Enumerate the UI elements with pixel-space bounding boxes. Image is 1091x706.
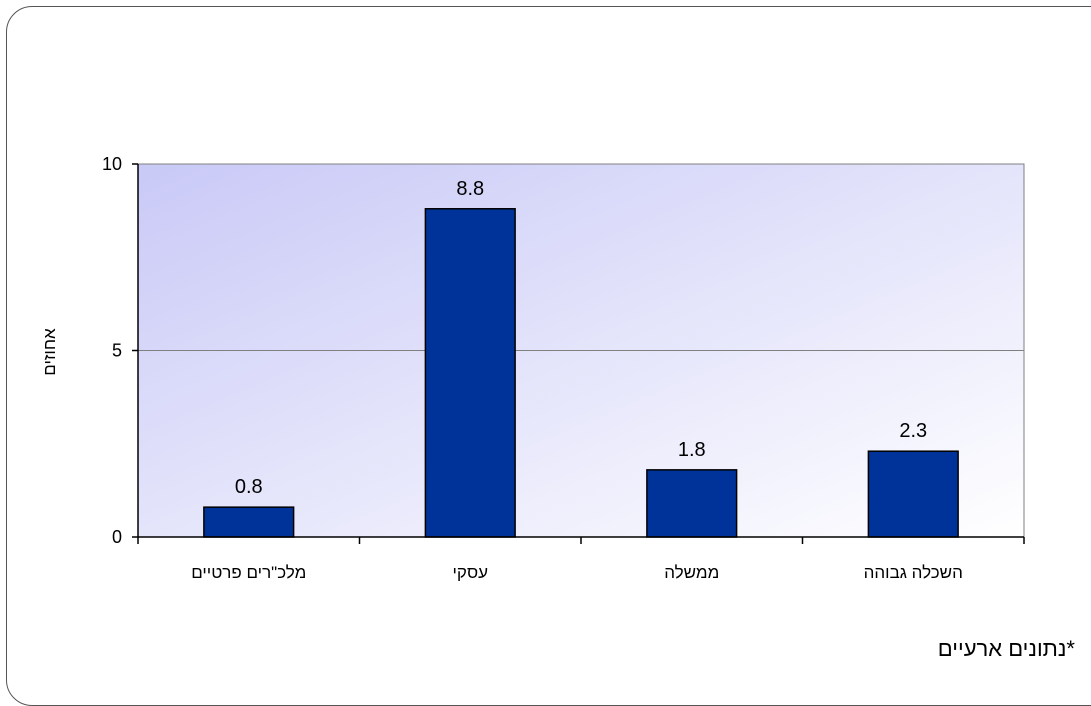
category-label-4: השכלה גבוהה [864,563,963,582]
category-label-1: מלכ"רים פרטיים [191,563,306,582]
data-label-1: 0.8 [235,476,263,498]
bars [203,208,959,538]
y-tick-label: 10 [102,154,122,174]
y-tick-label: 5 [112,341,122,361]
footnote: *נתונים ארעיים [937,636,1075,661]
category-label-3: ממשלה [664,563,719,582]
data-label-2: 8.8 [456,178,484,200]
bar-3 [646,469,738,538]
y-axis-title: אחוזים [40,328,59,376]
bar-chart: 0 5 10 0.8 מלכ"רים פרטיים 8.8 עסקי 1.8 ממשלה 2.3 ה… [40,154,1025,582]
bar-2 [424,208,516,538]
category-label-2: עסקי [453,563,489,582]
axes [132,163,1025,544]
labels: 0 5 10 0.8 מלכ"רים פרטיים 8.8 עסקי 1.8 ממשלה 2.3 ה… [102,154,963,582]
data-label-3: 1.8 [678,439,706,461]
bar-4 [867,450,959,538]
y-tick-label: 0 [112,527,122,547]
data-label-4: 2.3 [899,420,927,442]
bar-1 [203,506,295,538]
